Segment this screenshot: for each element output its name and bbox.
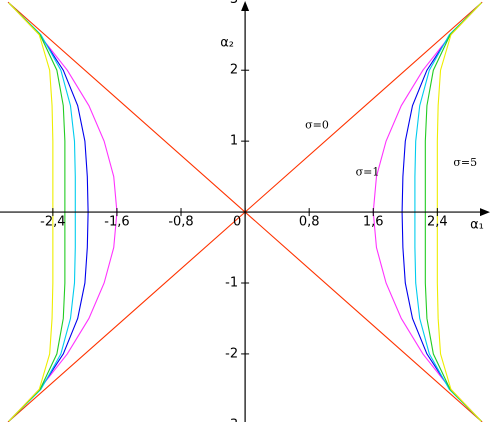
x-tick-label: 1,6 bbox=[363, 215, 384, 230]
annotation: σ=5 bbox=[453, 156, 477, 169]
y-tick-label: 1 bbox=[230, 134, 238, 149]
x-tick-label: 2,4 bbox=[427, 215, 448, 230]
y-tick-label: 3 bbox=[230, 0, 238, 7]
y-axis-arrow bbox=[241, 1, 250, 11]
x-tick-label: -2,4 bbox=[40, 215, 65, 230]
x-tick-label: 0,8 bbox=[299, 215, 320, 230]
y-tick-label: -1 bbox=[225, 275, 238, 290]
x-axis-arrow bbox=[480, 208, 490, 217]
y-tick-label: 2 bbox=[230, 63, 238, 78]
annotation: σ=0 bbox=[305, 119, 329, 132]
x-axis-label: α₁ bbox=[470, 218, 484, 233]
x-tick-label: -1,6 bbox=[104, 215, 129, 230]
annotation: σ=1 bbox=[356, 165, 380, 178]
y-axis-label: α₂ bbox=[220, 36, 234, 51]
x-tick-label: 0 bbox=[233, 215, 241, 230]
y-tick-label: -2 bbox=[225, 346, 238, 361]
x-tick-label: -0,8 bbox=[168, 215, 193, 230]
y-tick-label: -3 bbox=[225, 417, 238, 422]
